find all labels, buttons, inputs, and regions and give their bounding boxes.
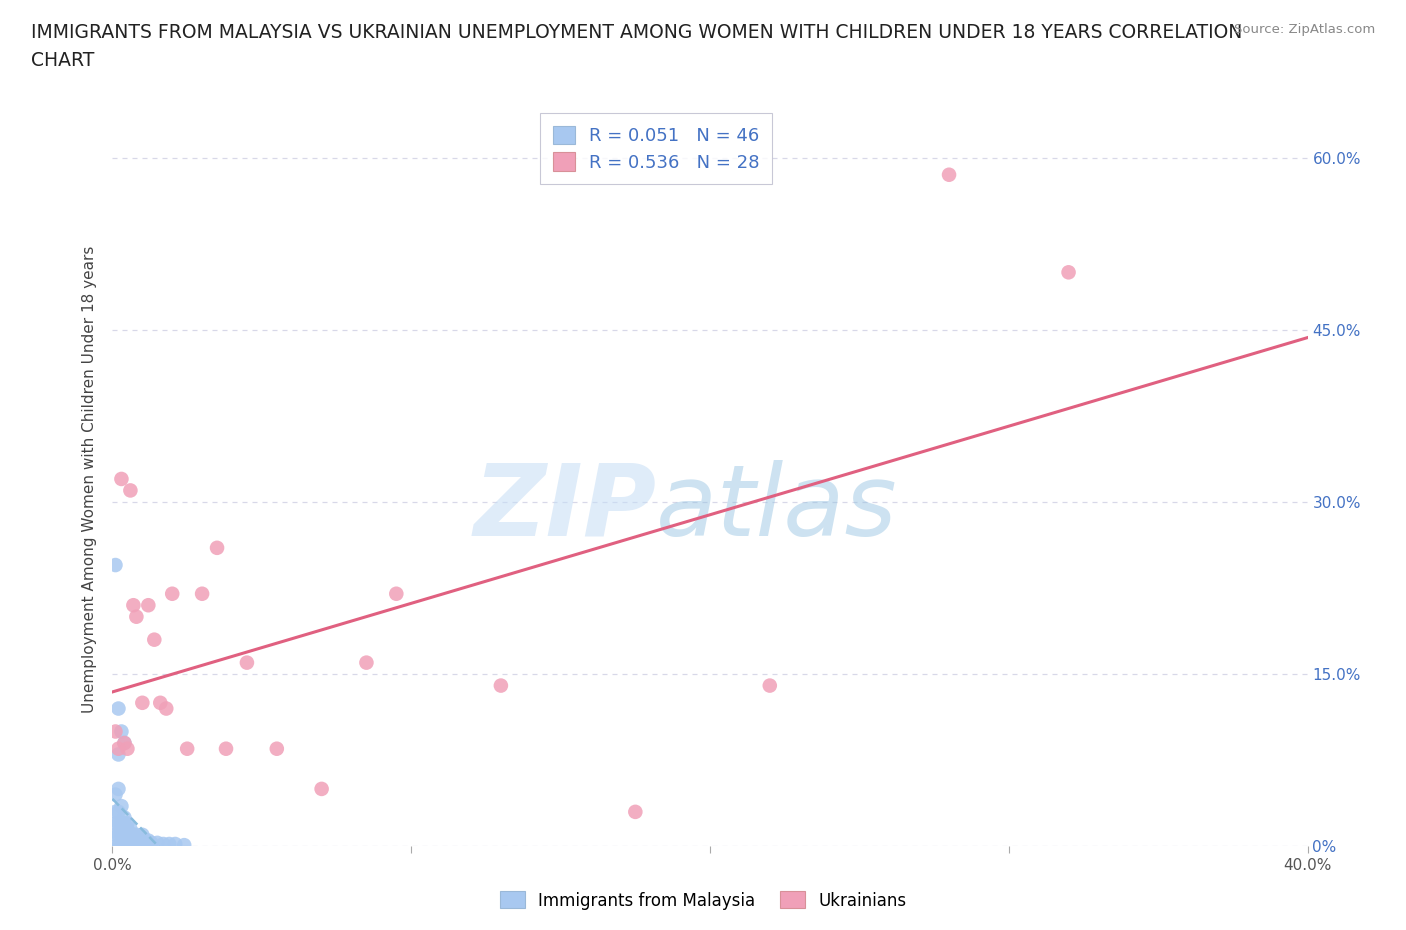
Point (162, 586, 183, 601)
Point (122, 598, 145, 613)
Legend: R = 0.051   N = 46, R = 0.536   N = 28: R = 0.051 N = 46, R = 0.536 N = 28 (540, 113, 772, 184)
Point (107, 804, 129, 819)
Point (107, 747, 129, 762)
Point (143, 632, 166, 647)
Point (110, 472, 132, 486)
Point (131, 696, 153, 711)
Point (104, 787, 127, 802)
Y-axis label: Unemployment Among Women with Children Under 18 years: Unemployment Among Women with Children U… (82, 246, 97, 712)
Point (125, 833, 148, 848)
Point (134, 833, 156, 848)
Point (104, 828, 127, 843)
Point (128, 833, 150, 848)
Text: IMMIGRANTS FROM MALAYSIA VS UKRAINIAN UNEMPLOYMENT AMONG WOMEN WITH CHILDREN UND: IMMIGRANTS FROM MALAYSIA VS UKRAINIAN UN… (31, 23, 1243, 42)
Point (385, 586, 408, 601)
Point (205, 540, 228, 555)
Point (624, 804, 647, 819)
Point (114, 828, 135, 843)
Point (107, 828, 129, 843)
Point (938, 167, 960, 182)
Point (114, 810, 135, 825)
Point (107, 701, 129, 716)
Point (125, 828, 148, 843)
Point (117, 821, 139, 836)
Point (138, 598, 160, 613)
Point (120, 821, 142, 836)
Point (114, 736, 135, 751)
Point (117, 741, 139, 756)
Point (110, 799, 132, 814)
Point (114, 839, 135, 854)
Point (157, 837, 180, 852)
Text: atlas: atlas (657, 459, 898, 557)
Point (236, 656, 259, 671)
Point (110, 839, 132, 854)
Point (107, 781, 129, 796)
Point (311, 781, 333, 796)
Point (104, 558, 127, 573)
Point (107, 839, 129, 854)
Point (104, 804, 127, 819)
Point (191, 586, 214, 601)
Point (120, 483, 142, 498)
Point (759, 678, 782, 693)
Point (152, 837, 174, 852)
Point (149, 696, 172, 711)
Point (107, 816, 129, 830)
Point (155, 701, 177, 716)
Point (1057, 265, 1080, 280)
Point (107, 741, 129, 756)
Point (117, 828, 139, 843)
Text: ZIP: ZIP (474, 459, 657, 557)
Point (215, 741, 238, 756)
Point (122, 828, 145, 843)
Text: Source: ZipAtlas.com: Source: ZipAtlas.com (1234, 23, 1375, 36)
Point (114, 816, 135, 830)
Point (122, 833, 145, 848)
Point (104, 816, 127, 830)
Point (146, 835, 169, 850)
Point (117, 839, 139, 854)
Legend: Immigrants from Malaysia, Ukrainians: Immigrants from Malaysia, Ukrainians (499, 892, 907, 910)
Point (141, 835, 163, 850)
Point (110, 828, 132, 843)
Point (489, 678, 512, 693)
Point (356, 656, 378, 671)
Point (117, 816, 139, 830)
Point (110, 816, 132, 830)
Point (104, 724, 127, 739)
Point (131, 833, 153, 848)
Point (266, 741, 288, 756)
Text: CHART: CHART (31, 51, 94, 70)
Point (131, 828, 153, 843)
Point (165, 837, 187, 852)
Point (110, 821, 132, 836)
Point (176, 741, 198, 756)
Point (120, 828, 142, 843)
Point (104, 839, 127, 854)
Point (125, 609, 148, 624)
Point (110, 724, 132, 739)
Point (114, 736, 135, 751)
Point (173, 838, 195, 853)
Point (120, 839, 142, 854)
Point (138, 833, 160, 848)
